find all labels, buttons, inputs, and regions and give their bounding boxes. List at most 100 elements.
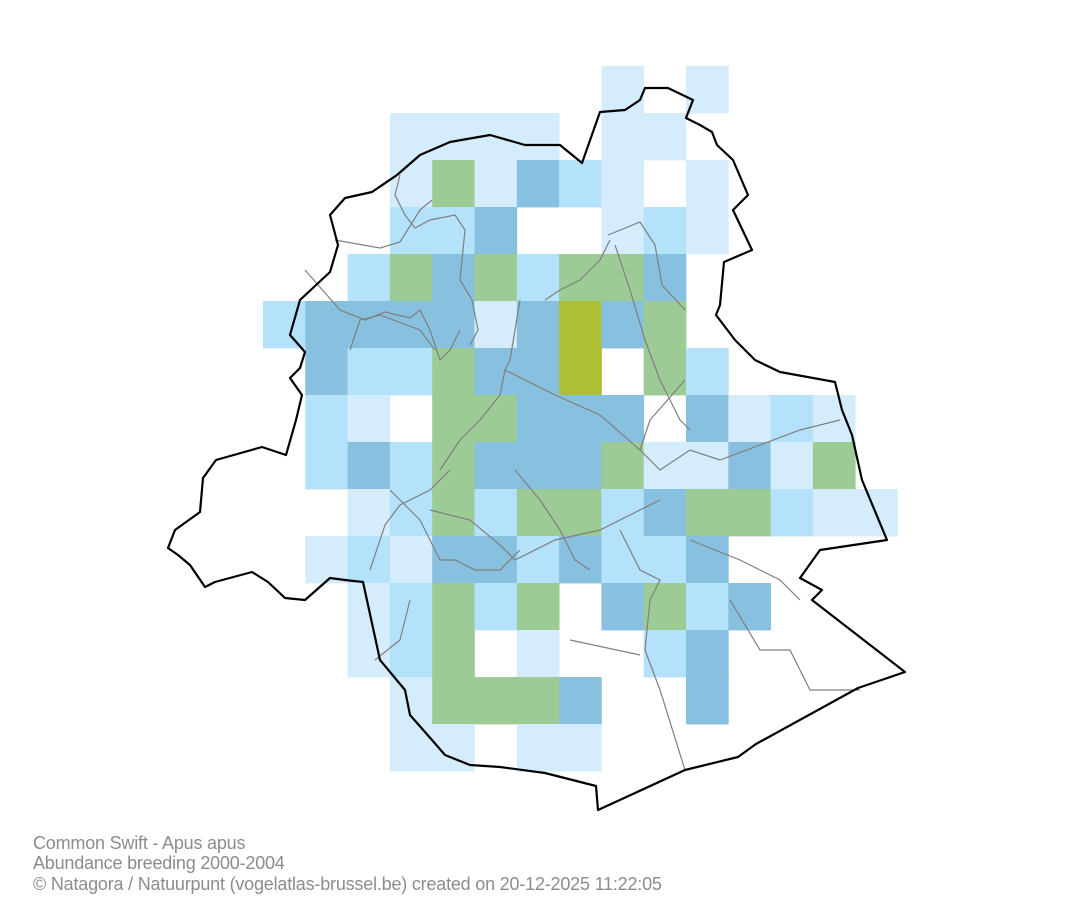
grid-cell (474, 301, 518, 349)
municipality-line (394, 174, 479, 346)
municipality-line (729, 599, 860, 691)
municipality-line (334, 199, 433, 249)
grid-cell (347, 348, 391, 396)
grid-cell (559, 395, 602, 443)
grid-cell (559, 677, 602, 725)
municipality-line (374, 599, 411, 661)
grid-cell (559, 536, 602, 584)
grid-cell (263, 301, 306, 349)
region-boundary (166, 86, 907, 812)
grid-cell (347, 395, 391, 443)
grid-cell (389, 207, 433, 255)
grid-cell (474, 254, 518, 302)
grid-cell (389, 536, 433, 584)
municipality-line (544, 239, 611, 301)
municipality-boundaries (304, 174, 860, 771)
caption-species: Common Swift - Apus apus (33, 833, 246, 853)
caption-credit: © Natagora / Natuurpunt (vogelatlas-brus… (33, 874, 662, 894)
grid-cell (305, 301, 348, 349)
grid-cell (559, 724, 602, 772)
grid-cell (389, 724, 433, 772)
grid-cell (389, 254, 433, 302)
grid-cell (728, 583, 771, 631)
grid-cell (305, 442, 348, 490)
abundance-map (166, 66, 907, 812)
grid-cell (474, 677, 518, 725)
grid-cell (728, 442, 771, 490)
grid-cell (516, 254, 560, 302)
municipality-line (619, 529, 686, 771)
grid-cell (686, 160, 729, 208)
grid-cell (347, 630, 391, 678)
grid-cell (601, 301, 645, 349)
grid-cell (432, 301, 475, 349)
grid-cell (432, 395, 475, 443)
grid-cell (601, 536, 645, 584)
grid-cell (686, 66, 729, 114)
caption-dataset: Abundance breeding 2000-2004 (33, 853, 285, 873)
grid-cell (686, 630, 729, 678)
grid-cell (601, 207, 645, 255)
grid-cell (347, 254, 391, 302)
grid-cell (389, 348, 433, 396)
grid-cell (474, 442, 518, 490)
grid-cell (686, 207, 729, 255)
grid-cell (559, 489, 602, 537)
grid-cell (516, 442, 560, 490)
municipality-line (369, 469, 451, 571)
grid-cell (474, 489, 518, 537)
grid-cell (643, 301, 687, 349)
grid-cell (347, 536, 391, 584)
grid-cell (389, 630, 433, 678)
grid-cell (643, 489, 687, 537)
grid-cell (516, 160, 560, 208)
grid-cell (474, 583, 518, 631)
grid-cell (432, 207, 475, 255)
grid-cell (389, 442, 433, 490)
grid-cell (559, 254, 602, 302)
municipality-line (504, 299, 641, 451)
municipality-line (689, 539, 801, 601)
grid-cell (643, 583, 687, 631)
grid-cell (516, 489, 560, 537)
grid-cell (770, 442, 814, 490)
grid-cell (770, 489, 814, 537)
grid-cell (516, 536, 560, 584)
grid-cell (601, 160, 645, 208)
grid-cell (474, 207, 518, 255)
grid-cell (389, 160, 433, 208)
grid-cell (686, 583, 729, 631)
grid-cell (643, 113, 687, 161)
grid-cell (516, 583, 560, 631)
grid-cell (389, 583, 433, 631)
grid-cell (432, 348, 475, 396)
grid-cell (643, 442, 687, 490)
municipality-line (349, 314, 436, 351)
grid-cell (728, 489, 771, 537)
grid-cell (643, 536, 687, 584)
grid-cell (516, 677, 560, 725)
grid-cell (601, 583, 645, 631)
grid-cell (432, 630, 475, 678)
grid-cell (643, 207, 687, 255)
municipality-line (389, 489, 521, 571)
grid-cell (559, 348, 602, 396)
grid-cell (812, 395, 856, 443)
grid-cell (643, 630, 687, 678)
grid-cell (516, 301, 560, 349)
grid-cell (601, 113, 645, 161)
grid-cell (686, 677, 729, 725)
grid-cell (305, 395, 348, 443)
grid-cell (305, 348, 348, 396)
grid-cell (728, 395, 771, 443)
grid-cell (686, 536, 729, 584)
municipality-line (429, 499, 661, 561)
grid-cell (474, 160, 518, 208)
grid-cell (686, 442, 729, 490)
municipality-line (614, 244, 691, 431)
grid-cell (347, 442, 391, 490)
grid-cell (432, 677, 475, 725)
grid-cell (601, 254, 645, 302)
grid-cell (559, 301, 602, 349)
grid-cell (305, 536, 348, 584)
